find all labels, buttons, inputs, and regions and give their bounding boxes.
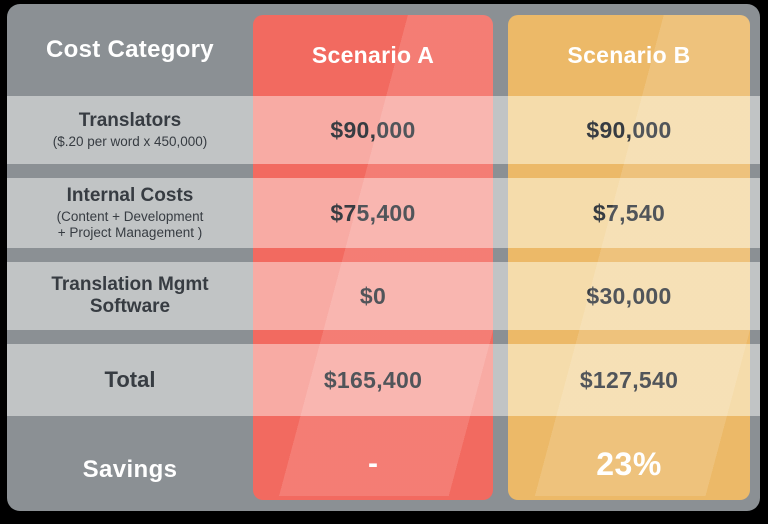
column-header-scenario-a: Scenario A	[253, 15, 493, 96]
column-gap-scenario-b	[508, 330, 750, 344]
column-header-scenario-b: Scenario B	[508, 15, 750, 96]
cell-internal-costs-scenario-b: $7,540	[508, 178, 750, 248]
row-sublabel: ($.20 per word x 450,000)	[52, 133, 208, 149]
column-gap-scenario-b	[508, 416, 750, 428]
column-gap-scenario-a	[253, 248, 493, 262]
column-gap-scenario-a	[253, 164, 493, 178]
row-label: Total	[104, 367, 156, 393]
column-gap-scenario-b	[508, 248, 750, 262]
row-label-internal-costs: Internal Costs (Content + Development + …	[7, 178, 253, 248]
column-gap-scenario-b	[508, 164, 750, 178]
row-label-total: Total	[7, 344, 253, 416]
column-gap-scenario-a	[253, 330, 493, 344]
row-label: Internal Costs	[66, 184, 194, 206]
row-label: Translation Mgmt Software	[51, 274, 209, 317]
cell-software-scenario-a: $0	[253, 262, 493, 330]
cell-savings-scenario-a: -	[253, 428, 493, 500]
row-label-translation-mgmt-software: Translation Mgmt Software	[7, 262, 253, 330]
column-header-cost-category: Cost Category	[46, 36, 214, 63]
column-gap-scenario-a	[253, 416, 493, 428]
row-label-savings: Savings	[82, 455, 178, 483]
row-sublabel-line-1: (Content + Development	[56, 208, 204, 224]
cell-translators-scenario-b: $90,000	[508, 96, 750, 164]
cost-comparison-table: Cost Category Scenario A Scenario B Tran…	[7, 4, 760, 511]
row-sublabel-line-2: + Project Management )	[57, 224, 203, 240]
cell-total-scenario-b: $127,540	[508, 344, 750, 416]
row-label: Translators	[78, 109, 182, 131]
cell-translators-scenario-a: $90,000	[253, 96, 493, 164]
cell-internal-costs-scenario-a: $75,400	[253, 178, 493, 248]
cell-savings-scenario-b: 23%	[508, 428, 750, 500]
cell-software-scenario-b: $30,000	[508, 262, 750, 330]
cell-total-scenario-a: $165,400	[253, 344, 493, 416]
row-label-translators: Translators ($.20 per word x 450,000)	[7, 96, 253, 164]
